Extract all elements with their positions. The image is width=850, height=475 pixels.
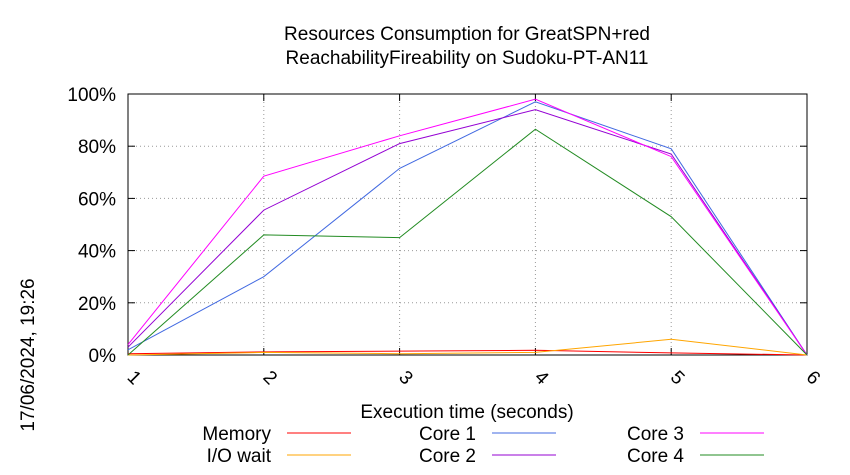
series-line-core-1 (127, 101, 808, 356)
legend-label-core-1: Core 1 (419, 424, 476, 445)
chart-title-line-1: Resources Consumption for GreatSPN+red (284, 24, 650, 45)
y-tick-label: 40% (78, 242, 116, 263)
y-tick-label: 0% (89, 346, 117, 367)
y-tick-label: 80% (78, 137, 116, 158)
grid (128, 94, 807, 355)
legend-label-i-o-wait: I/O wait (207, 446, 272, 467)
x-tick-label: 4 (530, 367, 553, 390)
x-tick-label: 5 (666, 367, 688, 389)
series-line-core-2 (127, 109, 808, 356)
chart-title: Resources Consumption for GreatSPN+red Re… (284, 24, 650, 69)
series-line-core-3 (127, 98, 808, 356)
x-tick-label: 2 (259, 367, 281, 389)
y-tick-label: 20% (78, 294, 116, 315)
series-line-memory (127, 349, 808, 356)
x-tick-label: 3 (394, 367, 416, 389)
legend-label-core-4: Core 4 (627, 446, 684, 467)
y-axis-ticks: 0% 20% 40% 60% 80% 100% (67, 85, 807, 367)
timestamp-label: 17/06/2024, 19:26 (18, 278, 39, 431)
x-axis-label: Execution time (seconds) (360, 402, 573, 423)
chart-title-line-2: ReachabilityFireability on Sudoku-PT-AN1… (286, 48, 649, 69)
series-lines (127, 98, 808, 356)
y-tick-label: 60% (78, 189, 116, 210)
x-tick-label: 1 (123, 367, 145, 389)
series-line-core-4 (127, 128, 808, 356)
series-line-i-o-wait (127, 338, 808, 356)
legend-label-memory: Memory (202, 424, 271, 445)
x-tick-label: 6 (802, 367, 824, 389)
plot-frame (127, 93, 808, 356)
legend-label-core-2: Core 2 (419, 446, 476, 467)
legend-label-core-3: Core 3 (627, 424, 684, 445)
y-tick-label: 100% (67, 85, 116, 106)
